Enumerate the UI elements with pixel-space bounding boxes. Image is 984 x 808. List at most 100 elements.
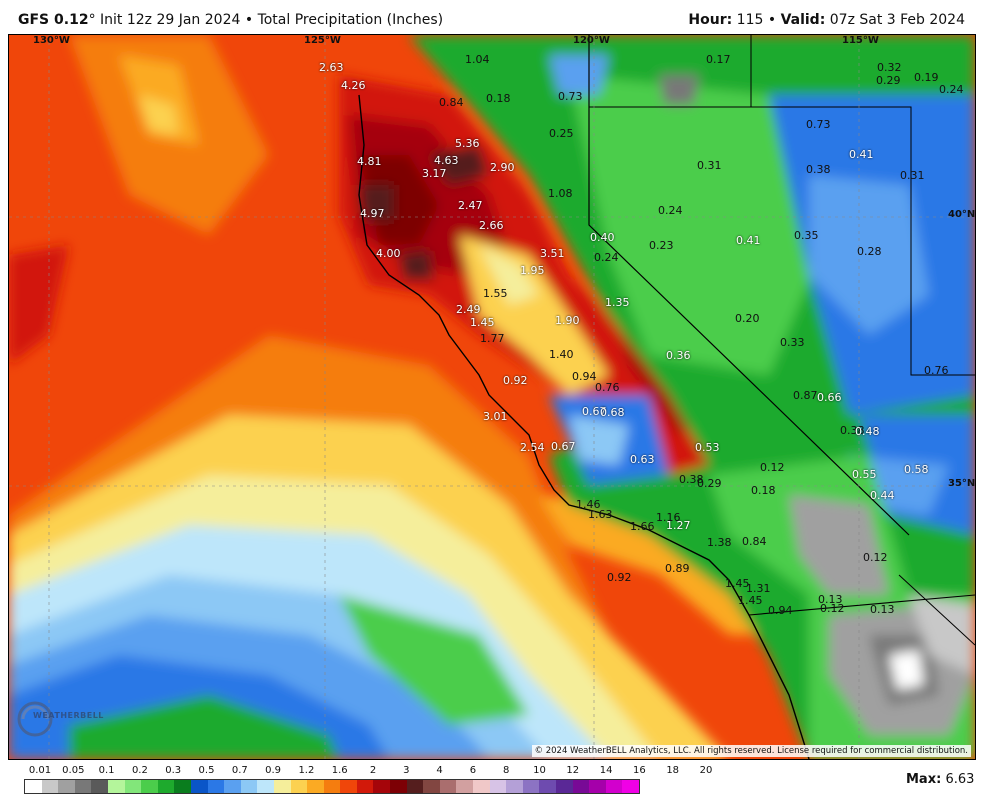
legend-swatch [273,780,291,793]
precip-value-label: 1.45 [738,594,763,607]
precip-value-label: 0.84 [742,535,767,548]
precip-value-label: 0.35 [794,229,819,242]
legend-swatch [157,780,175,793]
precip-value-label: 0.55 [852,468,877,481]
precip-value-label: 0.53 [695,441,720,454]
precip-value-label: 1.55 [483,287,508,300]
bullet: • [244,12,254,28]
precip-value-label: 0.18 [751,484,776,497]
precipitation-map[interactable]: 130°W 125°W 120°W 115°W 40°N 35°N 2.63 4.… [8,34,976,760]
legend-tick-label: 4 [436,765,443,776]
legend-swatch [356,780,374,793]
legend-swatch [25,780,42,793]
mexico-border [748,594,975,616]
precip-value-label: 0.73 [806,118,831,131]
precip-value-label: 0.63 [630,453,655,466]
precip-value-label: 0.66 [817,391,842,404]
precip-value-label: 4.63 [434,154,459,167]
precip-value-label: 0.33 [780,336,805,349]
map-header: GFS 0.12° Init 12z 29 Jan 2024 • Total P… [0,0,984,34]
precip-value-label: 0.67 [551,440,576,453]
legend-tick-label: 8 [503,765,510,776]
precip-value-label: 0.19 [914,71,939,84]
legend-tick-label: 14 [599,765,613,776]
precip-value-label: 0.94 [572,370,597,383]
precip-value-label: 0.13 [818,593,843,606]
precip-value-label: 0.13 [870,603,895,616]
legend-swatch [506,780,523,793]
precip-value-label: 0.18 [486,92,511,105]
legend-tick-label: 0.3 [165,765,182,776]
lat-label-40n: 40°N [948,209,976,220]
lon-label-125w: 125°W [304,35,341,46]
precip-value-label: 4.00 [376,247,401,260]
legend-swatch [390,780,407,793]
lat-label-35n: 35°N [948,478,976,489]
precip-value-label: 0.28 [857,245,882,258]
valid-label: Valid: [780,12,826,28]
lon-label-130w: 130°W [33,35,70,46]
legend-tick-label: 16 [633,765,646,776]
precip-value-label: 0.29 [697,477,722,490]
precip-value-label: 0.87 [793,389,818,402]
az-border [898,574,975,646]
precip-value-label: 1.35 [605,296,630,309]
legend-swatch [572,780,590,793]
legend-tick-label: 3 [403,765,410,776]
precip-value-label: 0.76 [595,381,620,394]
precip-value-label: 0.92 [607,571,632,584]
legend-swatch [190,780,208,793]
precip-value-label: 0.24 [658,204,683,217]
legend-tick-label: 0.01 [28,765,52,776]
precip-value-label: 0.40 [590,231,615,244]
precip-value-label: 1.45 [470,316,495,329]
precip-value-label: 0.31 [900,169,925,182]
precip-value-label: 1.40 [549,348,574,361]
precip-value-label: 1.04 [465,53,490,66]
legend-swatch [58,780,75,793]
legend-swatch [74,780,92,793]
precip-value-label: 1.63 [588,508,613,521]
legend-swatch [257,780,274,793]
legend-swatch [489,780,507,793]
ca-nv-border [588,35,910,536]
legend-tick-label: 0.5 [198,765,215,776]
precip-value-label: 1.46 [576,498,601,511]
max-label: Max: [906,772,942,787]
precip-value-label: 0.31 [697,159,722,172]
precip-value-label: 2.54 [520,441,545,454]
precip-value-label: 1.66 [630,520,655,533]
legend-tick-label: 12 [566,765,580,776]
weatherbell-logo: WEATHERBELL [15,699,103,739]
precip-value-label: 0.89 [665,562,690,575]
precip-value-label: 0.94 [768,604,793,617]
legend-swatch [290,780,308,793]
legend-swatch [605,780,623,793]
precip-field [9,35,975,759]
hour-label: Hour: [688,12,733,28]
precip-value-label: 0.48 [855,425,880,438]
legend-swatch [406,780,424,793]
precip-value-label: 1.77 [480,332,505,345]
legend-tick-label: 6 [469,765,477,776]
graticule [9,35,975,759]
max-number: 6.63 [945,772,975,787]
precip-value-label: 0.38 [679,473,704,486]
precip-value-label: 0.84 [439,96,464,109]
color-legend: 0.01 0.05 0.1 0.2 0.3 0.5 0.7 0.9 1.2 1.6 2 3 4 6 8 10 1… [22,763,712,803]
legend-tick-label: 1.2 [298,765,315,776]
legend-swatch [141,780,158,793]
precip-value-label: 2.90 [490,161,515,174]
precip-value-label: 0.36 [666,349,691,362]
precip-value-label: 0.67 [582,405,607,418]
model-name: GFS 0.12 [18,12,89,28]
legend-swatch [240,780,258,793]
legend-tick-label: 1.6 [331,765,348,776]
precip-value-label: 1.31 [746,582,771,595]
legend-swatch [207,780,225,793]
bullet: • [767,12,777,28]
legend-swatch [456,780,474,793]
legend-swatch [522,780,540,793]
legend-tick-label: 0.7 [231,765,248,776]
legend-swatch [224,780,241,793]
